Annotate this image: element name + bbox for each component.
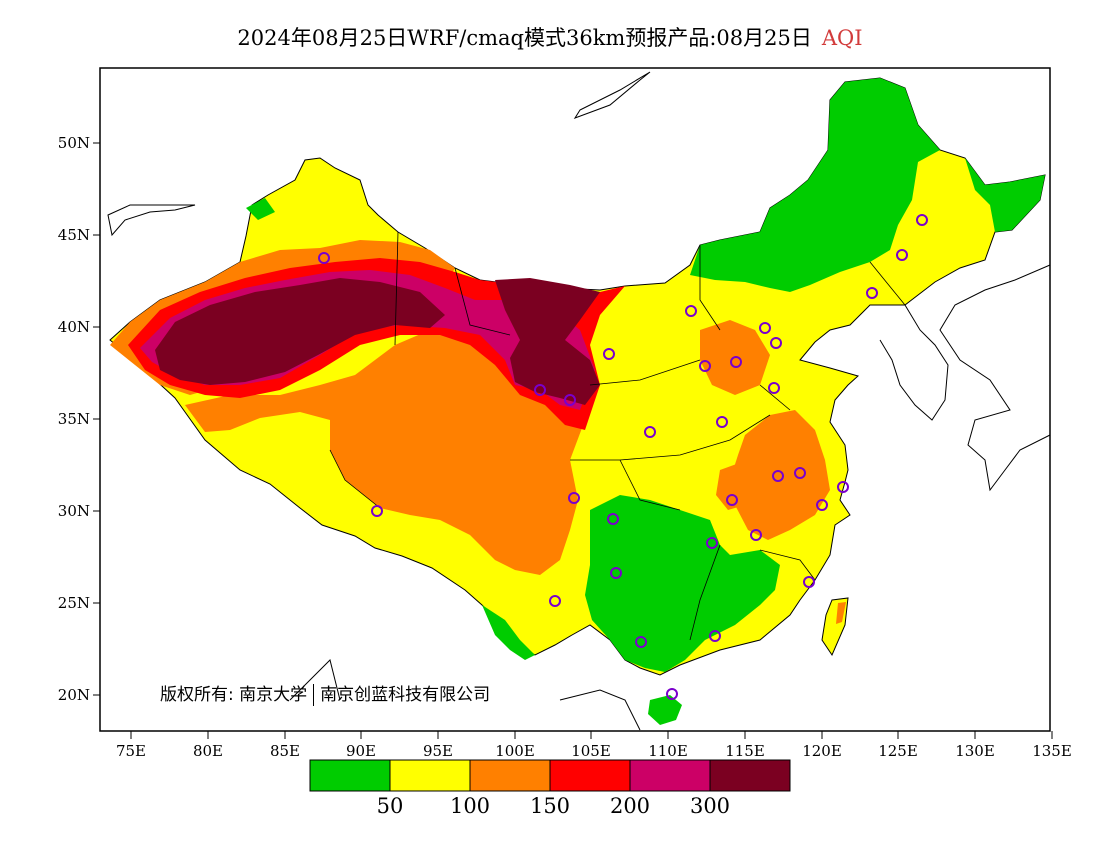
station-marker: [610, 567, 622, 579]
lat-axis: 20N 25N 30N 35N 40N 45N 50N: [58, 134, 100, 704]
region-hainan-good: [648, 695, 682, 725]
legend-swatch-moderate: [389, 759, 471, 792]
japan-korea-coast: [939, 264, 1051, 492]
indochina-coast: [559, 689, 641, 731]
legend-label: 100: [450, 794, 490, 818]
province-borders: [329, 231, 906, 641]
legend-label: 200: [610, 794, 650, 818]
region-hazardous-desert: [495, 278, 600, 405]
station-marker: [685, 305, 697, 317]
lon-tick-label: 130E: [955, 742, 995, 760]
station-marker: [770, 337, 782, 349]
region-hazardous-tarim: [155, 278, 445, 385]
region-west-good: [246, 198, 275, 220]
region-northeast-good: [690, 78, 940, 292]
aqi-fields: [109, 77, 1046, 725]
lat-tick-label: 25N: [58, 594, 90, 612]
map-title: 2024年08月25日WRF/cmaq模式36km预报产品:08月25日 AQI: [0, 22, 1100, 52]
region-south-good: [585, 495, 780, 672]
lat-tick-label: 20N: [58, 686, 90, 704]
lon-tick-label: 115E: [725, 742, 765, 760]
station-marker: [772, 470, 784, 482]
station-marker: [716, 416, 728, 428]
lon-tick-label: 90E: [346, 742, 376, 760]
coastlines: [107, 71, 1051, 731]
copyright-org-2: 南京创蓝科技有限公司: [320, 685, 491, 705]
lon-tick-label: 100E: [495, 742, 535, 760]
title-metric: AQI: [821, 26, 863, 50]
station-marker: [750, 529, 762, 541]
station-marker: [816, 499, 828, 511]
station-marker: [794, 467, 806, 479]
legend-swatch-sensitive: [469, 759, 551, 792]
station-marker: [896, 249, 908, 261]
legend-swatch-very-unhealthy: [629, 759, 711, 792]
lat-tick-label: 50N: [58, 134, 90, 152]
lon-tick-label: 95E: [423, 742, 453, 760]
region-southwest-good: [482, 605, 535, 660]
region-central-sensitive: [716, 462, 752, 510]
lon-tick-label: 80E: [193, 742, 223, 760]
station-marker: [730, 356, 742, 368]
lon-axis: 75E 80E 85E 90E 95E 100E 105E 110E 115E …: [116, 731, 1072, 760]
lon-tick-label: 135E: [1032, 742, 1072, 760]
station-marker: [709, 630, 721, 642]
lon-tick-label: 105E: [571, 742, 611, 760]
lon-tick-label: 85E: [270, 742, 300, 760]
station-marker: [706, 537, 718, 549]
station-marker: [603, 348, 615, 360]
legend-swatch-hazardous: [709, 759, 791, 792]
station-marker: [726, 494, 738, 506]
korea-peninsula: [879, 304, 949, 421]
station-marker: [759, 322, 771, 334]
lon-tick-label: 75E: [116, 742, 146, 760]
station-marker: [768, 382, 780, 394]
lat-tick-label: 45N: [58, 226, 90, 244]
station-marker: [549, 595, 561, 607]
title-text: 2024年08月25日WRF/cmaq模式36km预报产品:08月25日: [237, 26, 812, 50]
sakhalin-coast: [573, 71, 651, 119]
region-east-sensitive: [730, 410, 830, 540]
bay-bengal-coast: [289, 659, 341, 701]
region-east-good: [965, 158, 1045, 232]
station-marker: [916, 214, 928, 226]
region-plateau-sensitive: [185, 325, 590, 575]
station-markers: [318, 214, 928, 700]
copyright-separator: [313, 684, 315, 706]
station-marker: [837, 481, 849, 493]
legend-label: 150: [530, 794, 570, 818]
lon-tick-label: 120E: [802, 742, 842, 760]
lat-tick-label: 40N: [58, 318, 90, 336]
legend-swatch-unhealthy: [549, 759, 631, 792]
caspian-coast: [107, 204, 196, 237]
station-marker: [607, 513, 619, 525]
copyright-org-1: 南京大学: [239, 685, 308, 705]
station-marker: [318, 252, 330, 264]
copyright-notice: 版权所有: 南京大学 南京创蓝科技有限公司: [160, 680, 490, 706]
taiwan-core: [836, 602, 846, 624]
legend-swatch-good: [309, 759, 391, 792]
aqi-legend: 50 100 150 200 300: [309, 759, 791, 818]
station-marker: [568, 492, 580, 504]
lon-tick-label: 110E: [648, 742, 688, 760]
station-marker: [666, 688, 678, 700]
station-marker: [866, 287, 878, 299]
station-marker: [371, 505, 383, 517]
copyright-label: 版权所有:: [160, 685, 234, 705]
station-marker: [564, 394, 576, 406]
station-marker: [699, 360, 711, 372]
station-marker: [644, 426, 656, 438]
lat-tick-label: 30N: [58, 502, 90, 520]
station-marker: [803, 576, 815, 588]
legend-label: 300: [690, 794, 730, 818]
station-marker: [534, 384, 546, 396]
station-marker: [635, 636, 647, 648]
lat-tick-label: 35N: [58, 410, 90, 428]
legend-label: 50: [377, 794, 404, 818]
lon-tick-label: 125E: [878, 742, 918, 760]
